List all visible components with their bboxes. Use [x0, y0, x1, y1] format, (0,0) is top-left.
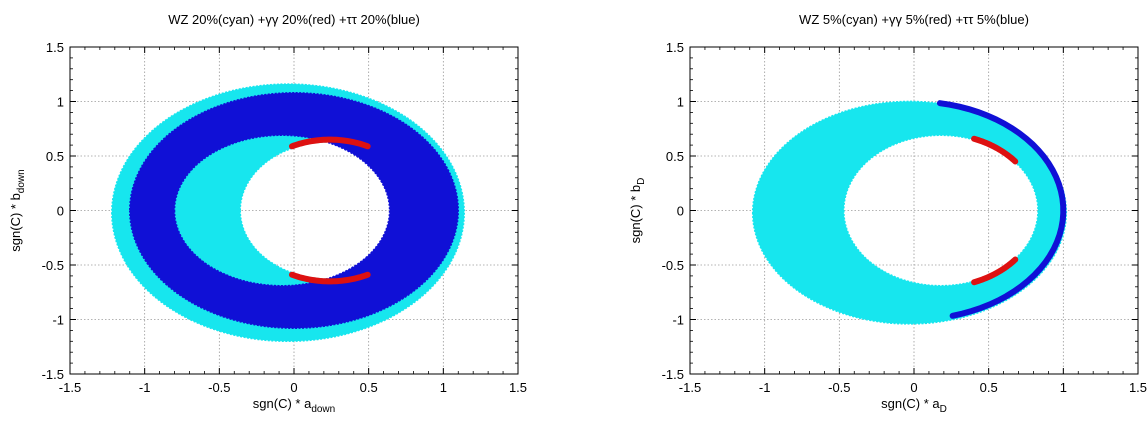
series-red-3-arc-1: [288, 136, 371, 150]
x-tick-label: -1.5: [59, 380, 81, 395]
y-tick-label: 1.5: [666, 40, 684, 55]
y-tick-label: 1.5: [46, 40, 64, 55]
y-axis-label: sgn(C) * bdown: [8, 169, 27, 251]
x-tick-label: -1: [759, 380, 771, 395]
y-axis-label: sgn(C) * bD: [628, 178, 647, 244]
x-tick-label: -1: [139, 380, 151, 395]
y-tick-label: -1.5: [42, 367, 64, 382]
y-axis-label-base: sgn(C) * b: [8, 193, 23, 252]
series-red-3-arc-2: [288, 271, 371, 285]
x-axis-label-sub: down: [311, 404, 335, 415]
y-tick-label: -1: [672, 313, 684, 328]
x-tick-label: 0.5: [980, 380, 998, 395]
y-axis-label-base: sgn(C) * b: [628, 185, 643, 244]
tick-marks: [69, 46, 519, 375]
series-layer: [111, 83, 465, 342]
series-cyan-1: [751, 100, 1068, 325]
y-tick-label: -1: [52, 313, 64, 328]
x-axis-label: sgn(C) * aD: [881, 396, 947, 415]
y-tick-label: 0.5: [666, 149, 684, 164]
y-tick-label: 0: [57, 204, 64, 219]
y-tick-label: 1: [677, 95, 684, 110]
x-tick-label: 0: [910, 380, 917, 395]
x-tick-label: 1: [1060, 380, 1067, 395]
chart-panel-2: -1.5 -1 -0.5 0 0.5 1 1.5 1.5 1 0.5 0 -0.5 -1 -1.5 WZ 5…: [628, 12, 1147, 415]
y-tick-label: -0.5: [42, 258, 64, 273]
x-tick-label: 1.5: [509, 380, 527, 395]
series-red-3-arc-2: [971, 256, 1019, 286]
x-tick-label: -1.5: [679, 380, 701, 395]
x-tick-label: 0: [290, 380, 297, 395]
y-tick-label: -0.5: [662, 258, 684, 273]
y-axis-label-sub: down: [16, 169, 27, 193]
x-tick-label: -0.5: [828, 380, 850, 395]
series-blue-2: [128, 92, 460, 329]
x-axis-label: sgn(C) * adown: [253, 396, 335, 415]
series-red-3-arc-1: [971, 135, 1019, 165]
x-tick-label: 1: [440, 380, 447, 395]
x-tick-label: 1.5: [1129, 380, 1147, 395]
series-layer: [751, 100, 1068, 325]
y-tick-label: -1.5: [662, 367, 684, 382]
x-axis-label-base: sgn(C) * a: [881, 396, 940, 411]
series-blue-2-arc-1: [936, 100, 1067, 319]
chart-title: WZ 5%(cyan) +γγ 5%(red) +ττ 5%(blue): [799, 12, 1029, 27]
y-tick-label: 0: [677, 204, 684, 219]
x-axis-label-sub: D: [940, 404, 947, 415]
y-tick-label: 0.5: [46, 149, 64, 164]
x-axis-label-base: sgn(C) * a: [253, 396, 312, 411]
x-tick-label: 0.5: [360, 380, 378, 395]
x-tick-label: -0.5: [208, 380, 230, 395]
chart-title: WZ 20%(cyan) +γγ 20%(red) +ττ 20%(blue): [168, 12, 420, 27]
y-tick-label: 1: [57, 95, 64, 110]
tick-marks: [689, 46, 1139, 375]
chart-panel-1: -1.5 -1 -0.5 0 0.5 1 1.5 1.5 1 0.5 0 -0.5 -1 -1.5 WZ 2…: [8, 12, 527, 415]
y-axis-label-sub: D: [636, 178, 647, 185]
